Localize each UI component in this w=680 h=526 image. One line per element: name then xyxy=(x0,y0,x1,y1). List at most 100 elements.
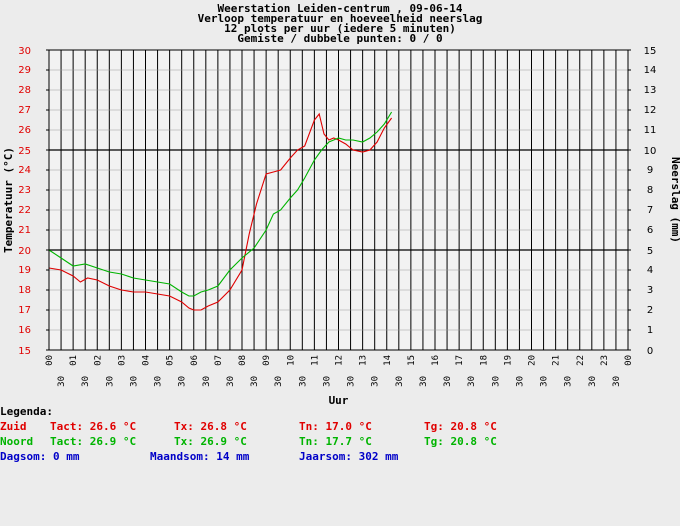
y-left-tick-label: 29 xyxy=(18,65,31,76)
legend-tx: Tx: 26.8 °C xyxy=(174,420,247,433)
y-left-tick-label: 24 xyxy=(18,165,31,176)
x-hour-label: 19 xyxy=(503,355,513,366)
x-half-label: 30 xyxy=(154,376,164,387)
x-half-label: 30 xyxy=(564,376,574,387)
axes xyxy=(48,49,629,351)
x-half-label: 30 xyxy=(612,376,622,387)
y-left-tick-label: 26 xyxy=(18,125,31,136)
legend-maandsom: Maandsom: 14 mm xyxy=(150,450,250,463)
y-right-tick-label: 9 xyxy=(647,165,653,176)
y-right-tick-label: 11 xyxy=(644,125,657,136)
x-hour-label: 11 xyxy=(310,355,320,366)
y-left-tick-label: 21 xyxy=(18,225,31,236)
x-hour-label: 03 xyxy=(117,355,127,366)
x-axis-label: Uur xyxy=(329,394,349,405)
x-half-label: 30 xyxy=(347,376,357,387)
x-half-label: 30 xyxy=(274,376,284,387)
y-left-tick-label: 30 xyxy=(18,46,31,57)
legend-tn: Tn: 17.7 °C xyxy=(299,435,372,448)
x-hour-label: 17 xyxy=(455,355,465,366)
y-right-tick-label: 13 xyxy=(644,85,657,96)
y-right-tick-label: 0 xyxy=(647,346,653,357)
series-lines xyxy=(48,111,393,311)
x-half-label: 30 xyxy=(443,376,453,387)
x-hour-label: 20 xyxy=(528,355,538,366)
legend-tn: Tn: 17.0 °C xyxy=(299,420,372,433)
legend-heading: Legenda: xyxy=(0,405,53,418)
y-right-tick-label: 10 xyxy=(644,146,657,157)
legend-row-zuid: Zuid Tact: 26.6 °C Tx: 26.8 °C Tn: 17.0 … xyxy=(0,420,497,434)
x-hour-label: 13 xyxy=(359,355,369,366)
x-half-label: 30 xyxy=(588,376,598,387)
x-hour-label: 10 xyxy=(286,355,296,366)
chart-title: Weerstation Leiden-centrum , 09-06-14 Ve… xyxy=(198,2,483,45)
x-hour-label: 04 xyxy=(142,355,152,366)
y-right-tick-label: 15 xyxy=(644,46,657,57)
y-left-tick-label: 15 xyxy=(18,346,31,357)
y-right-tick-label: 5 xyxy=(647,246,653,257)
y-left-tick-label: 28 xyxy=(18,85,31,96)
x-hour-label: 01 xyxy=(69,355,79,366)
y-left-tick-label: 16 xyxy=(18,325,31,336)
x-half-label: 30 xyxy=(105,376,115,387)
x-half-label: 30 xyxy=(226,376,236,387)
grid-lines xyxy=(49,50,628,350)
x-axis-ticks: 0030013002300330043005300630073008300930… xyxy=(45,355,634,387)
series-line-zuid xyxy=(48,112,393,311)
x-hour-label: 15 xyxy=(407,355,417,366)
x-half-label: 30 xyxy=(419,376,429,387)
x-half-label: 30 xyxy=(540,376,550,387)
x-half-label: 30 xyxy=(515,376,525,387)
legend-tg: Tg: 20.8 °C xyxy=(424,420,497,433)
y-right-tick-label: 14 xyxy=(644,65,657,76)
y-left-tick-label: 20 xyxy=(18,246,31,257)
legend-tg: Tg: 20.8 °C xyxy=(424,435,497,448)
y-right-tick-label: 12 xyxy=(644,105,657,116)
x-hour-label: 16 xyxy=(431,355,441,366)
x-half-label: 30 xyxy=(298,376,308,387)
x-hour-label: 02 xyxy=(93,355,103,366)
x-half-label: 30 xyxy=(81,376,91,387)
x-hour-label: 21 xyxy=(552,355,562,366)
y-axis-left-ticks: 15 16 17 18 19 20 21 22 23 24 25 26 27 28 29 30 xyxy=(18,46,49,357)
legend-station-name: Noord xyxy=(0,435,34,448)
y-left-tick-label: 22 xyxy=(18,205,31,216)
y-right-tick-label: 4 xyxy=(647,265,653,276)
x-half-label: 30 xyxy=(250,376,260,387)
series-line-noord xyxy=(48,111,393,297)
y-right-tick-label: 1 xyxy=(647,325,653,336)
y-right-tick-label: 6 xyxy=(647,225,653,236)
x-half-label: 30 xyxy=(371,376,381,387)
x-hour-label: 14 xyxy=(383,355,393,366)
legend-tx: Tx: 26.9 °C xyxy=(174,435,247,448)
legend-dagsom: Dagsom: 0 mm xyxy=(0,450,80,463)
x-half-label: 30 xyxy=(129,376,139,387)
plot-frame xyxy=(48,49,629,351)
title-line-4: Gemiste / dubbele punten: 0 / 0 xyxy=(237,32,442,45)
x-half-label: 30 xyxy=(57,376,67,387)
x-hour-label: 08 xyxy=(238,355,248,366)
x-half-label: 30 xyxy=(202,376,212,387)
x-half-label: 30 xyxy=(322,376,332,387)
x-hour-label: 18 xyxy=(479,355,489,366)
x-half-label: 30 xyxy=(467,376,477,387)
x-hour-label: 12 xyxy=(335,355,345,366)
legend-tact: Tact: 26.9 °C xyxy=(50,435,137,448)
x-half-label: 30 xyxy=(491,376,501,387)
y-right-tick-label: 8 xyxy=(647,185,653,196)
x-hour-label: 23 xyxy=(600,355,610,366)
legend-station-name: Zuid xyxy=(0,420,27,433)
x-half-label: 30 xyxy=(395,376,405,387)
title-line-3: 12 plots per uur (iedere 5 minuten) xyxy=(224,22,456,35)
y-right-tick-label: 7 xyxy=(647,205,653,216)
y-axis-right-label: Neerslag (mm) xyxy=(669,157,680,243)
y-left-tick-label: 23 xyxy=(18,185,31,196)
y-left-tick-label: 19 xyxy=(18,265,31,276)
x-hour-label: 09 xyxy=(262,355,272,366)
y-right-tick-label: 3 xyxy=(647,285,653,296)
y-right-tick-label: 2 xyxy=(647,305,653,316)
x-hour-label: 06 xyxy=(190,355,200,366)
x-hour-label: 00 xyxy=(624,355,634,366)
x-hour-label: 22 xyxy=(576,355,586,366)
